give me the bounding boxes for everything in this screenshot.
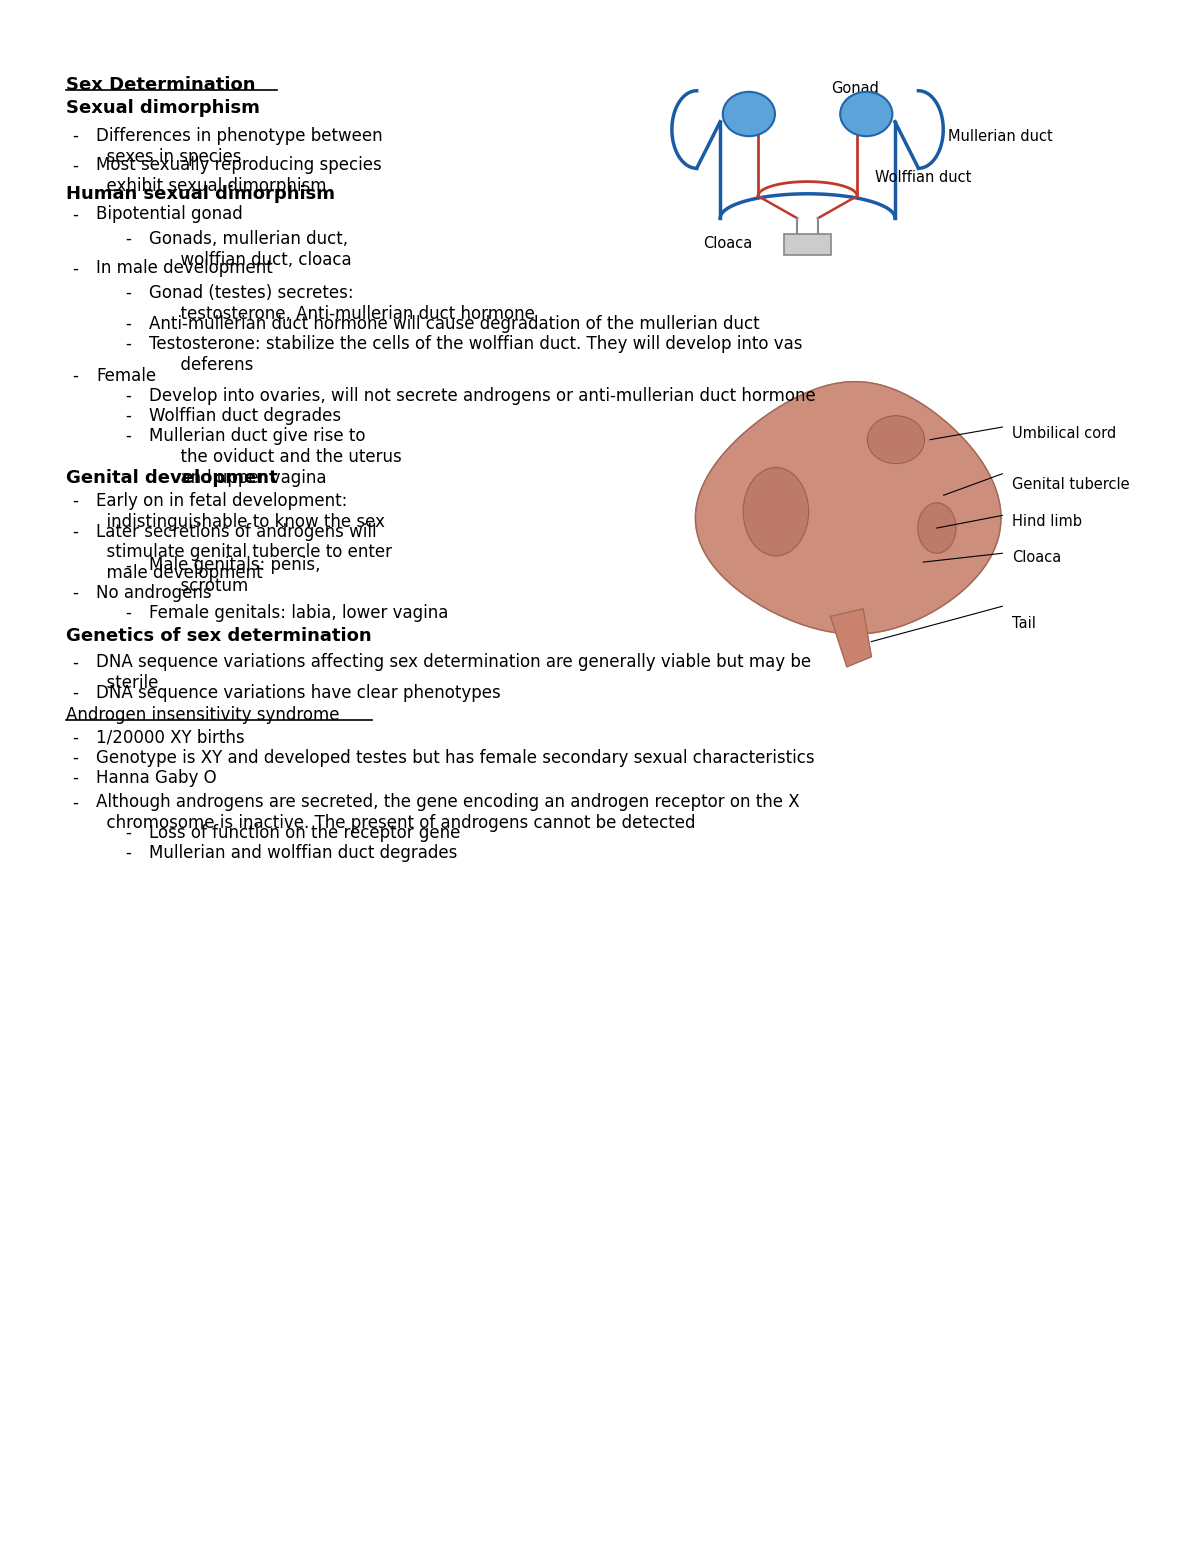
Text: Differences in phenotype between
  sexes in species: Differences in phenotype between sexes i… (96, 127, 383, 166)
Text: Cloaca: Cloaca (703, 236, 752, 252)
Ellipse shape (918, 503, 956, 553)
Text: Gonad: Gonad (832, 81, 878, 96)
Text: -: - (126, 335, 132, 353)
Text: -: - (126, 284, 132, 301)
Text: DNA sequence variations have clear phenotypes: DNA sequence variations have clear pheno… (96, 685, 500, 702)
Text: Female: Female (96, 367, 156, 385)
Ellipse shape (743, 467, 809, 556)
Text: Testosterone: stabilize the cells of the wolffian duct. They will develop into v: Testosterone: stabilize the cells of the… (149, 335, 803, 374)
Text: -: - (72, 749, 78, 767)
Text: Sexual dimorphism: Sexual dimorphism (66, 99, 260, 118)
Text: Bipotential gonad: Bipotential gonad (96, 205, 242, 224)
Text: -: - (126, 427, 132, 446)
Text: Develop into ovaries, will not secrete androgens or anti-mullerian duct hormone: Develop into ovaries, will not secrete a… (149, 387, 816, 405)
Text: -: - (126, 315, 132, 332)
Text: Anti-mullerian duct hormone will cause degradation of the mullerian duct: Anti-mullerian duct hormone will cause d… (149, 315, 760, 332)
Text: Sex Determination: Sex Determination (66, 76, 256, 95)
Text: Male genitals: penis,
      scrotum: Male genitals: penis, scrotum (149, 556, 320, 595)
Text: In male development: In male development (96, 259, 272, 278)
Ellipse shape (722, 92, 775, 137)
Text: Mullerian and wolffian duct degrades: Mullerian and wolffian duct degrades (149, 845, 457, 862)
Polygon shape (830, 609, 871, 666)
Text: -: - (72, 654, 78, 671)
Text: -: - (126, 845, 132, 862)
Text: Gonad (testes) secretes:
      testosterone, Anti-mullerian duct hormone: Gonad (testes) secretes: testosterone, A… (149, 284, 535, 323)
Text: -: - (72, 728, 78, 747)
Text: -: - (72, 769, 78, 787)
Text: Wolffian duct degrades: Wolffian duct degrades (149, 407, 342, 426)
Text: Mullerian duct give rise to
      the oviduct and the uterus
      and upper vag: Mullerian duct give rise to the oviduct … (149, 427, 402, 486)
Text: Mullerian duct: Mullerian duct (948, 129, 1054, 144)
FancyBboxPatch shape (784, 233, 832, 255)
Ellipse shape (840, 92, 893, 137)
Text: -: - (72, 367, 78, 385)
Text: Gonads, mullerian duct,
      wolffian duct, cloaca: Gonads, mullerian duct, wolffian duct, c… (149, 230, 352, 269)
Text: Genital development: Genital development (66, 469, 278, 486)
Text: Although androgens are secreted, the gene encoding an androgen receptor on the X: Although androgens are secreted, the gen… (96, 794, 799, 832)
Text: Umbilical cord: Umbilical cord (1012, 426, 1116, 441)
Text: No androgens: No androgens (96, 584, 211, 603)
Text: -: - (126, 604, 132, 623)
Text: -: - (126, 387, 132, 405)
Text: Wolffian duct: Wolffian duct (876, 169, 972, 185)
Text: -: - (72, 259, 78, 278)
Ellipse shape (868, 416, 924, 464)
Text: 1/20000 XY births: 1/20000 XY births (96, 728, 245, 747)
Text: Androgen insensitivity syndrome: Androgen insensitivity syndrome (66, 705, 340, 724)
Text: Early on in fetal development:
  indistinguishable to know the sex: Early on in fetal development: indisting… (96, 492, 385, 531)
Text: -: - (72, 127, 78, 144)
Text: Most sexually reproducing species
  exhibit sexual dimorphism: Most sexually reproducing species exhibi… (96, 157, 382, 196)
Text: -: - (126, 825, 132, 842)
Text: -: - (72, 205, 78, 224)
Text: Genetics of sex determination: Genetics of sex determination (66, 627, 372, 644)
Text: Loss of function on the receptor gene: Loss of function on the receptor gene (149, 825, 461, 842)
Text: -: - (72, 157, 78, 174)
Text: -: - (72, 794, 78, 811)
Text: Later secretions of androgens will
  stimulate genital tubercle to enter
  male : Later secretions of androgens will stimu… (96, 522, 392, 582)
Text: Female genitals: labia, lower vagina: Female genitals: labia, lower vagina (149, 604, 449, 623)
Text: -: - (72, 584, 78, 603)
Text: -: - (72, 685, 78, 702)
Text: Human sexual dimorphism: Human sexual dimorphism (66, 185, 335, 203)
Text: -: - (126, 407, 132, 426)
Text: -: - (126, 230, 132, 248)
Text: Hanna Gaby O: Hanna Gaby O (96, 769, 216, 787)
Text: -: - (72, 522, 78, 540)
Polygon shape (696, 382, 1001, 634)
Text: Genital tubercle: Genital tubercle (1012, 477, 1129, 492)
Text: Hind limb: Hind limb (1012, 514, 1082, 530)
Text: Tail: Tail (1012, 617, 1036, 632)
Text: -: - (126, 556, 132, 575)
Text: Genotype is XY and developed testes but has female secondary sexual characterist: Genotype is XY and developed testes but … (96, 749, 815, 767)
Text: DNA sequence variations affecting sex determination are generally viable but may: DNA sequence variations affecting sex de… (96, 654, 811, 693)
Text: Cloaca: Cloaca (1012, 550, 1061, 565)
Text: -: - (72, 492, 78, 509)
